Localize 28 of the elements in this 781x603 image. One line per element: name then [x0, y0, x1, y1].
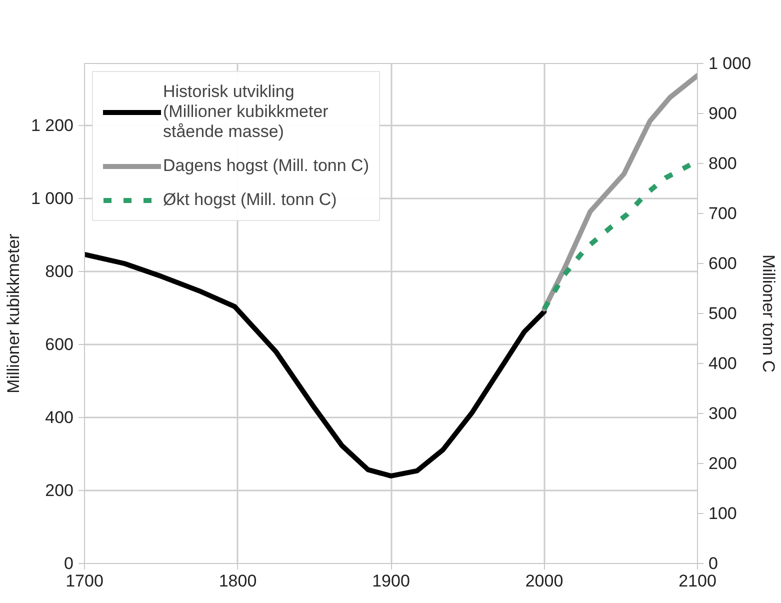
y2-tick-label: 400 [708, 354, 737, 373]
y2-tick-label: 0 [708, 554, 718, 573]
legend-label: Historisk utvikling (Millioner kubikkmeter stående masse) [163, 82, 328, 142]
y2-tick-label: 200 [708, 454, 737, 473]
y-tick-label: 800 [45, 262, 74, 282]
x-tick-label: 1800 [218, 572, 257, 590]
y2-tick-label: 100 [708, 504, 737, 523]
y2-tick-label: 600 [708, 254, 737, 273]
y-axis-title: Millioner kubikkmeter [4, 233, 23, 394]
y2-tick-label: 900 [708, 104, 737, 123]
y2-tick-label: 1 000 [708, 54, 752, 73]
y2-tick-label: 700 [708, 204, 737, 223]
x-tick-label: 1700 [66, 572, 104, 590]
legend-label: Dagens hogst (Mill. tonn C) [163, 156, 369, 176]
y2-tick-label: 800 [708, 154, 737, 173]
x-tick-label: 2000 [525, 572, 564, 590]
y-tick-label: 200 [45, 481, 74, 500]
y2-tick-label: 500 [708, 304, 737, 323]
x-tick-label: 1900 [372, 572, 410, 590]
y-tick-label: 1 200 [30, 116, 74, 136]
x-tick-label: 2100 [678, 572, 716, 590]
y-tick-label: 0 [64, 554, 74, 573]
y2-tick-label: 300 [708, 404, 737, 423]
y2-axis-title: Millioner tonn C [759, 254, 778, 373]
y-tick-label: 400 [45, 408, 74, 428]
y-tick-label: 1 000 [30, 189, 74, 208]
legend-label: Økt hogst (Mill. tonn C) [163, 190, 337, 210]
y-tick-label: 600 [45, 335, 74, 354]
